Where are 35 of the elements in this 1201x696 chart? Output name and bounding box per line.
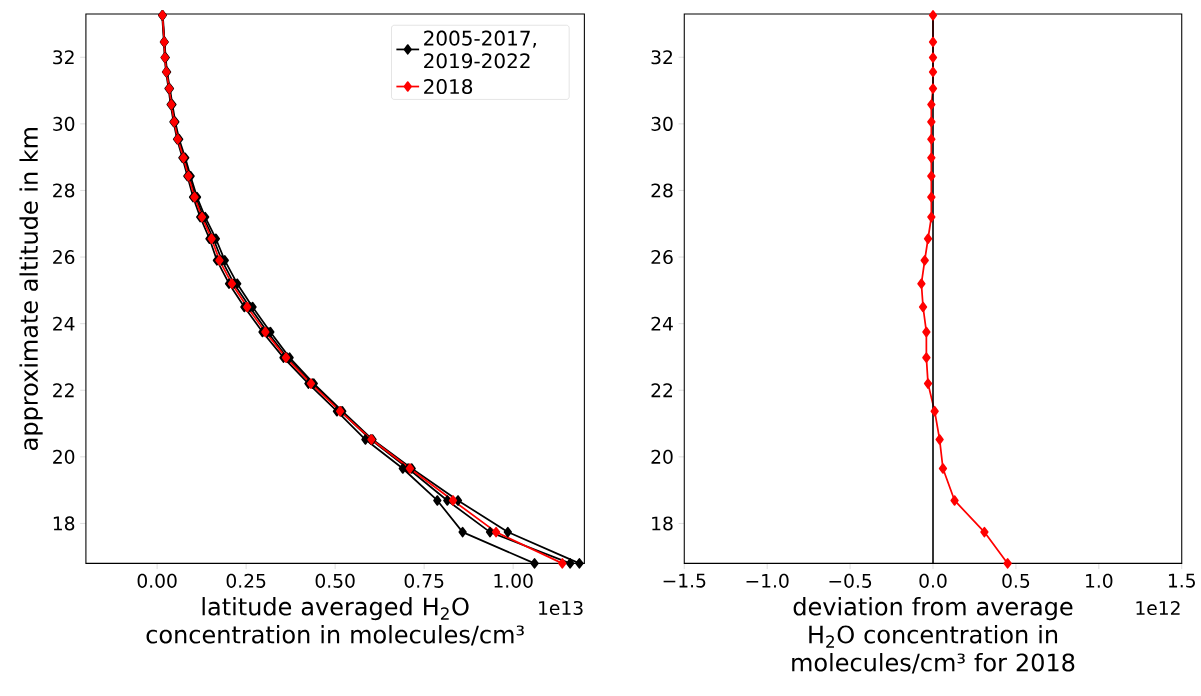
y-tick-label: 26 xyxy=(53,249,75,264)
x-tick-label: 1.0 xyxy=(1086,573,1113,588)
y-tick-label: 26 xyxy=(651,249,673,264)
y-tick-label: 18 xyxy=(53,516,75,531)
x-tick-label: 0.00 xyxy=(137,573,177,588)
y-tick-label: 20 xyxy=(651,449,673,464)
y-tick-label: 20 xyxy=(53,449,75,464)
y-tick-label: 28 xyxy=(53,183,75,198)
x-tick-label: 0.0 xyxy=(919,573,947,588)
y-tick-label: 24 xyxy=(651,316,673,331)
x-axis-title: latitude averaged H$_{2}$O concentration in molecules/cm³ xyxy=(146,596,524,646)
x-axis-title: deviation from average H$_{2}$O concentration in molecules/cm³ for 2018 xyxy=(792,596,1075,674)
x-tick-label: 0.5 xyxy=(1002,573,1030,588)
x-tick-label: 0.75 xyxy=(404,573,444,588)
text: 1e13 xyxy=(539,600,583,615)
y-tick-label: 22 xyxy=(651,383,673,398)
x-tick-label: 1.00 xyxy=(494,573,533,588)
y-tick-label: 30 xyxy=(53,116,75,131)
y-tick-label: 22 xyxy=(53,383,74,398)
x-tick-label: −1.5 xyxy=(663,573,706,588)
text: 1e12 xyxy=(1136,600,1180,615)
legend-label: 2005-2017, 2019-2022 xyxy=(424,30,536,69)
x-tick-label: −0.5 xyxy=(829,573,872,588)
x-tick-label: 0.25 xyxy=(226,573,266,588)
y-tick-label: 32 xyxy=(651,50,673,65)
y-axis-title: approximate altitude in km xyxy=(19,127,43,450)
y-tick-label: 28 xyxy=(651,183,673,198)
y-tick-label: 32 xyxy=(53,50,74,65)
y-tick-label: 18 xyxy=(652,516,673,531)
x-tick-label: 0.50 xyxy=(315,573,355,588)
y-tick-label: 24 xyxy=(53,316,75,331)
y-tick-label: 30 xyxy=(651,116,673,131)
x-tick-label: −1.0 xyxy=(746,573,789,588)
legend-label: 2018 xyxy=(424,78,473,94)
x-tick-label: 1.5 xyxy=(1168,573,1195,588)
